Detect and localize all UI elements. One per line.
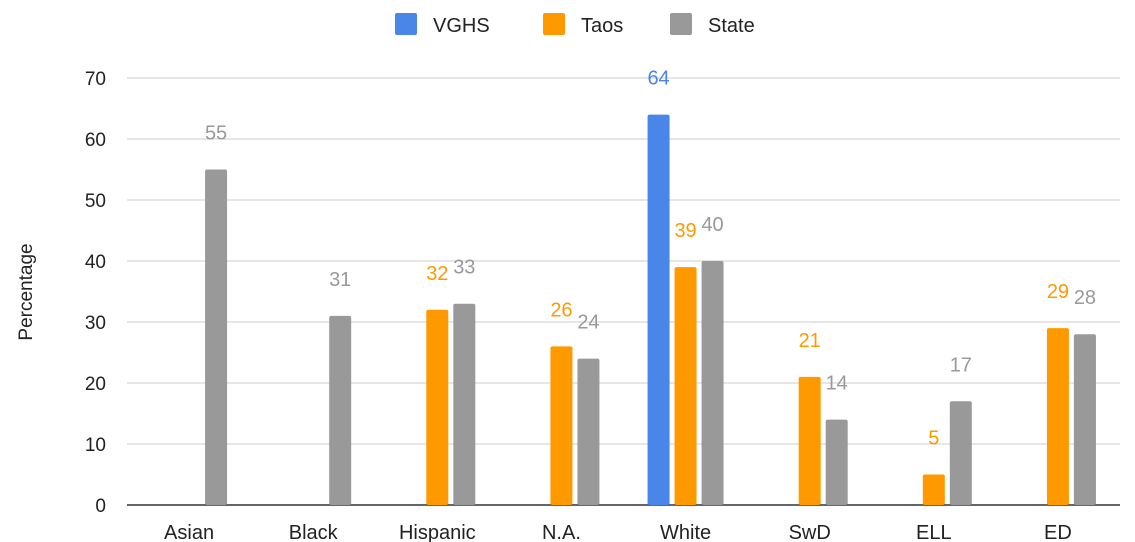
bar-state (205, 169, 228, 505)
legend-swatch-state (670, 13, 692, 35)
bar-state (1073, 334, 1096, 505)
bar-taos (922, 474, 945, 505)
x-tick-label: ELL (916, 522, 952, 542)
data-label-taos: 26 (550, 299, 572, 321)
legend-label-state: State (708, 15, 755, 37)
legend-swatch-taos (543, 13, 565, 35)
data-label-vghs: 64 (647, 68, 669, 90)
y-tick-label: 50 (85, 191, 106, 212)
bar-taos (1046, 328, 1069, 505)
bars (205, 114, 1096, 505)
x-tick-label: SwD (789, 522, 831, 542)
data-label-taos: 32 (426, 263, 448, 285)
bar-state (701, 261, 724, 505)
y-axis: 0 10 20 30 40 50 60 70 (85, 69, 1120, 517)
y-tick-label: 70 (85, 69, 106, 90)
data-label-state: 40 (701, 214, 723, 236)
data-label-state: 31 (329, 269, 351, 291)
bar-vghs (647, 114, 670, 505)
bar-taos (798, 376, 821, 505)
bar-taos (674, 267, 697, 505)
y-tick-label: 0 (95, 496, 106, 517)
y-tick-label: 60 (85, 130, 106, 151)
bar-state (329, 315, 352, 505)
x-tick-label: ED (1044, 522, 1072, 542)
data-label-state: 33 (453, 257, 475, 279)
data-label-state: 24 (577, 312, 599, 334)
bar-state (949, 401, 972, 505)
y-tick-label: 20 (85, 374, 106, 395)
legend-label-taos: Taos (581, 15, 623, 37)
bar-state (453, 303, 476, 505)
data-label-state: 28 (1074, 287, 1096, 309)
bar-taos (550, 346, 573, 505)
x-axis: Asian Black Hispanic N.A. White SwD ELL ED (164, 522, 1072, 542)
data-label-state: 14 (826, 373, 848, 395)
bar-state (825, 419, 848, 505)
x-tick-label: Hispanic (399, 522, 476, 542)
data-label-taos: 39 (674, 220, 696, 242)
legend: VGHS Taos State (395, 13, 755, 37)
gridlines (127, 77, 1120, 445)
x-tick-label: Asian (164, 522, 214, 542)
y-axis-title: Percentage (16, 243, 37, 340)
y-tick-label: 10 (85, 435, 106, 456)
legend-swatch-vghs (395, 13, 417, 35)
data-label-state: 55 (205, 123, 227, 145)
data-label-taos: 21 (799, 330, 821, 352)
y-tick-label: 40 (85, 252, 106, 273)
bar-state (577, 358, 600, 505)
y-tick-label: 30 (85, 313, 106, 334)
data-label-taos: 5 (928, 428, 939, 450)
x-tick-label: Black (289, 522, 339, 542)
data-label-taos: 29 (1047, 281, 1069, 303)
legend-label-vghs: VGHS (433, 15, 490, 37)
bar-taos (426, 309, 449, 505)
x-tick-label: White (660, 522, 711, 542)
x-tick-label: N.A. (542, 522, 581, 542)
data-label-state: 17 (950, 354, 972, 376)
